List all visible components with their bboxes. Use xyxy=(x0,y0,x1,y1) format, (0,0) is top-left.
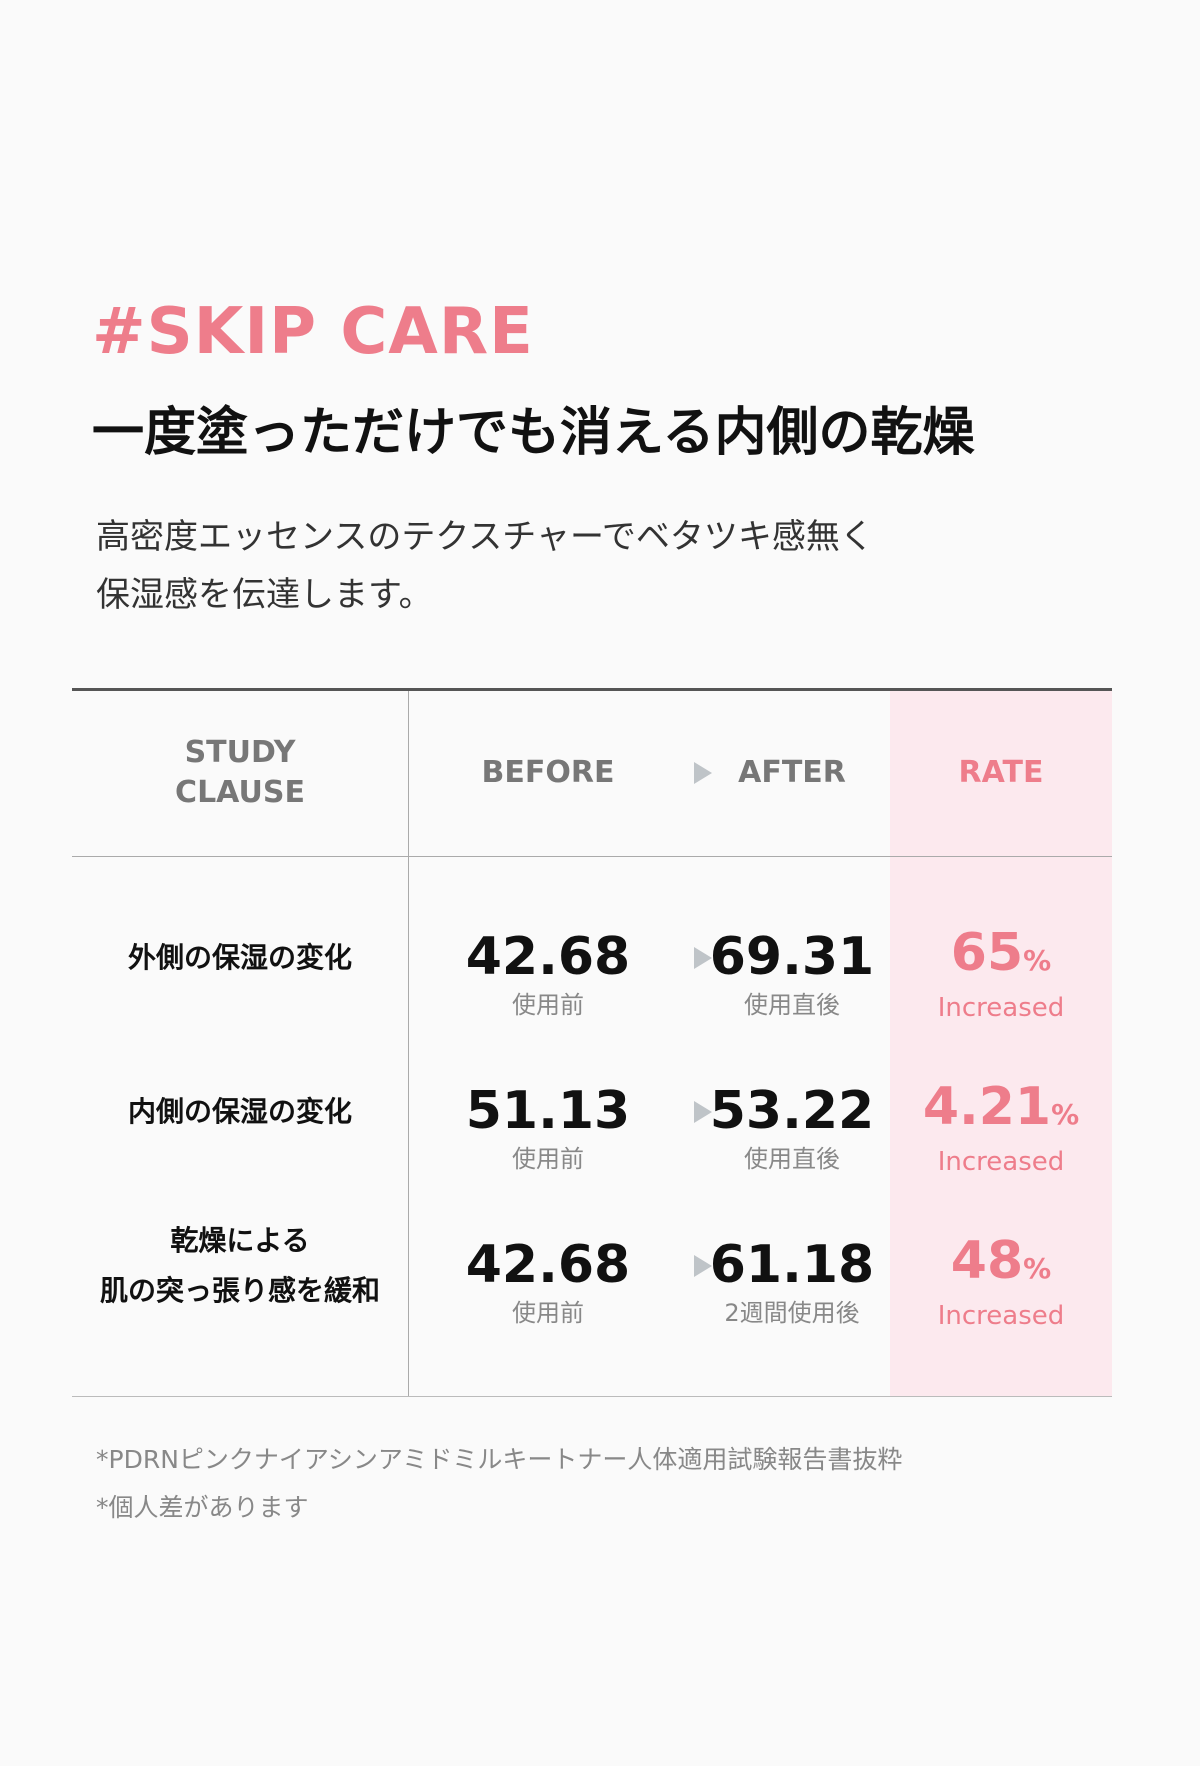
after-label: 2週間使用後 xyxy=(724,1299,860,1327)
header-study-clause: STUDY CLAUSE xyxy=(175,735,305,810)
after-value: 69.31 xyxy=(709,927,875,987)
study-results-table: STUDY CLAUSE BEFORE AFTER RATE 外側の保湿の変化 … xyxy=(72,688,1112,1397)
description-line: 高密度エッセンスのテクスチャーでベタツキ感無く xyxy=(96,517,874,557)
description: 高密度エッセンスのテクスチャーでベタツキ感無く 保湿感を伝達します。 xyxy=(96,508,874,624)
description-line: 保湿感を伝達します。 xyxy=(96,575,433,615)
arrow-right-icon xyxy=(694,1255,712,1277)
rate-label: Increased xyxy=(937,1301,1065,1331)
headline: 一度塗っただけでも消える内側の乾燥 xyxy=(92,403,975,463)
before-value: 42.68 xyxy=(465,1235,631,1295)
header-after: AFTER xyxy=(738,755,846,790)
footnote: *個人差があります xyxy=(96,1493,309,1522)
row-clause: 乾燥による 肌の突っ張り感を緩和 xyxy=(99,1224,380,1307)
after-label: 使用直後 xyxy=(744,991,840,1019)
header-divider xyxy=(72,856,1112,857)
header-rate: RATE xyxy=(958,755,1044,790)
row-clause: 内側の保湿の変化 xyxy=(127,1095,352,1128)
before-label: 使用前 xyxy=(512,1299,584,1327)
rate-label: Increased xyxy=(937,993,1065,1023)
before-value: 51.13 xyxy=(465,1081,631,1141)
arrow-right-icon xyxy=(694,762,712,784)
rate-value: 4.21% xyxy=(922,1077,1080,1137)
before-label: 使用前 xyxy=(512,991,584,1019)
column-divider xyxy=(408,691,409,1396)
after-label: 使用直後 xyxy=(744,1145,840,1173)
arrow-right-icon xyxy=(694,1101,712,1123)
rate-value: 65% xyxy=(950,923,1052,983)
row-clause: 外側の保湿の変化 xyxy=(127,941,352,974)
section-tag: #SKIP CARE xyxy=(92,295,534,369)
arrow-right-icon xyxy=(694,947,712,969)
before-value: 42.68 xyxy=(465,927,631,987)
rate-label: Increased xyxy=(937,1147,1065,1177)
rate-value: 48% xyxy=(950,1231,1052,1291)
header-before: BEFORE xyxy=(481,755,615,790)
after-value: 61.18 xyxy=(709,1235,875,1295)
before-label: 使用前 xyxy=(512,1145,584,1173)
footnote: *PDRNピンクナイアシンアミドミルキートナー人体適用試験報告書抜粋 xyxy=(96,1445,903,1474)
rate-column-highlight xyxy=(890,691,1112,1396)
after-value: 53.22 xyxy=(709,1081,875,1141)
